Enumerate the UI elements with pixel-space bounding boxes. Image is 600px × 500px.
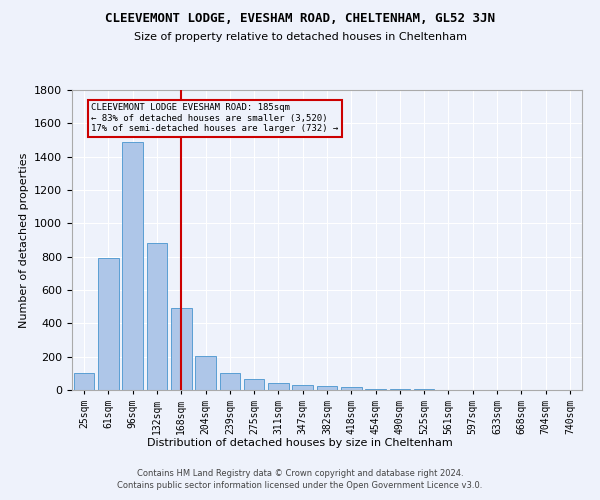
Bar — [74, 374, 94, 390]
Bar — [244, 379, 265, 390]
Bar — [122, 142, 143, 390]
Bar — [195, 356, 216, 390]
Text: Distribution of detached houses by size in Cheltenham: Distribution of detached houses by size … — [147, 438, 453, 448]
Text: Contains public sector information licensed under the Open Government Licence v3: Contains public sector information licen… — [118, 481, 482, 490]
Bar — [389, 389, 410, 390]
Text: Contains HM Land Registry data © Crown copyright and database right 2024.: Contains HM Land Registry data © Crown c… — [137, 468, 463, 477]
Bar — [292, 385, 313, 390]
Text: Size of property relative to detached houses in Cheltenham: Size of property relative to detached ho… — [133, 32, 467, 42]
Bar — [341, 386, 362, 390]
Bar — [146, 244, 167, 390]
Y-axis label: Number of detached properties: Number of detached properties — [19, 152, 29, 328]
Bar — [365, 388, 386, 390]
Bar — [98, 258, 119, 390]
Bar — [268, 384, 289, 390]
Text: CLEEVEMONT LODGE, EVESHAM ROAD, CHELTENHAM, GL52 3JN: CLEEVEMONT LODGE, EVESHAM ROAD, CHELTENH… — [105, 12, 495, 26]
Bar — [317, 386, 337, 390]
Bar — [171, 308, 191, 390]
Bar — [220, 374, 240, 390]
Text: CLEEVEMONT LODGE EVESHAM ROAD: 185sqm
← 83% of detached houses are smaller (3,52: CLEEVEMONT LODGE EVESHAM ROAD: 185sqm ← … — [91, 104, 338, 133]
